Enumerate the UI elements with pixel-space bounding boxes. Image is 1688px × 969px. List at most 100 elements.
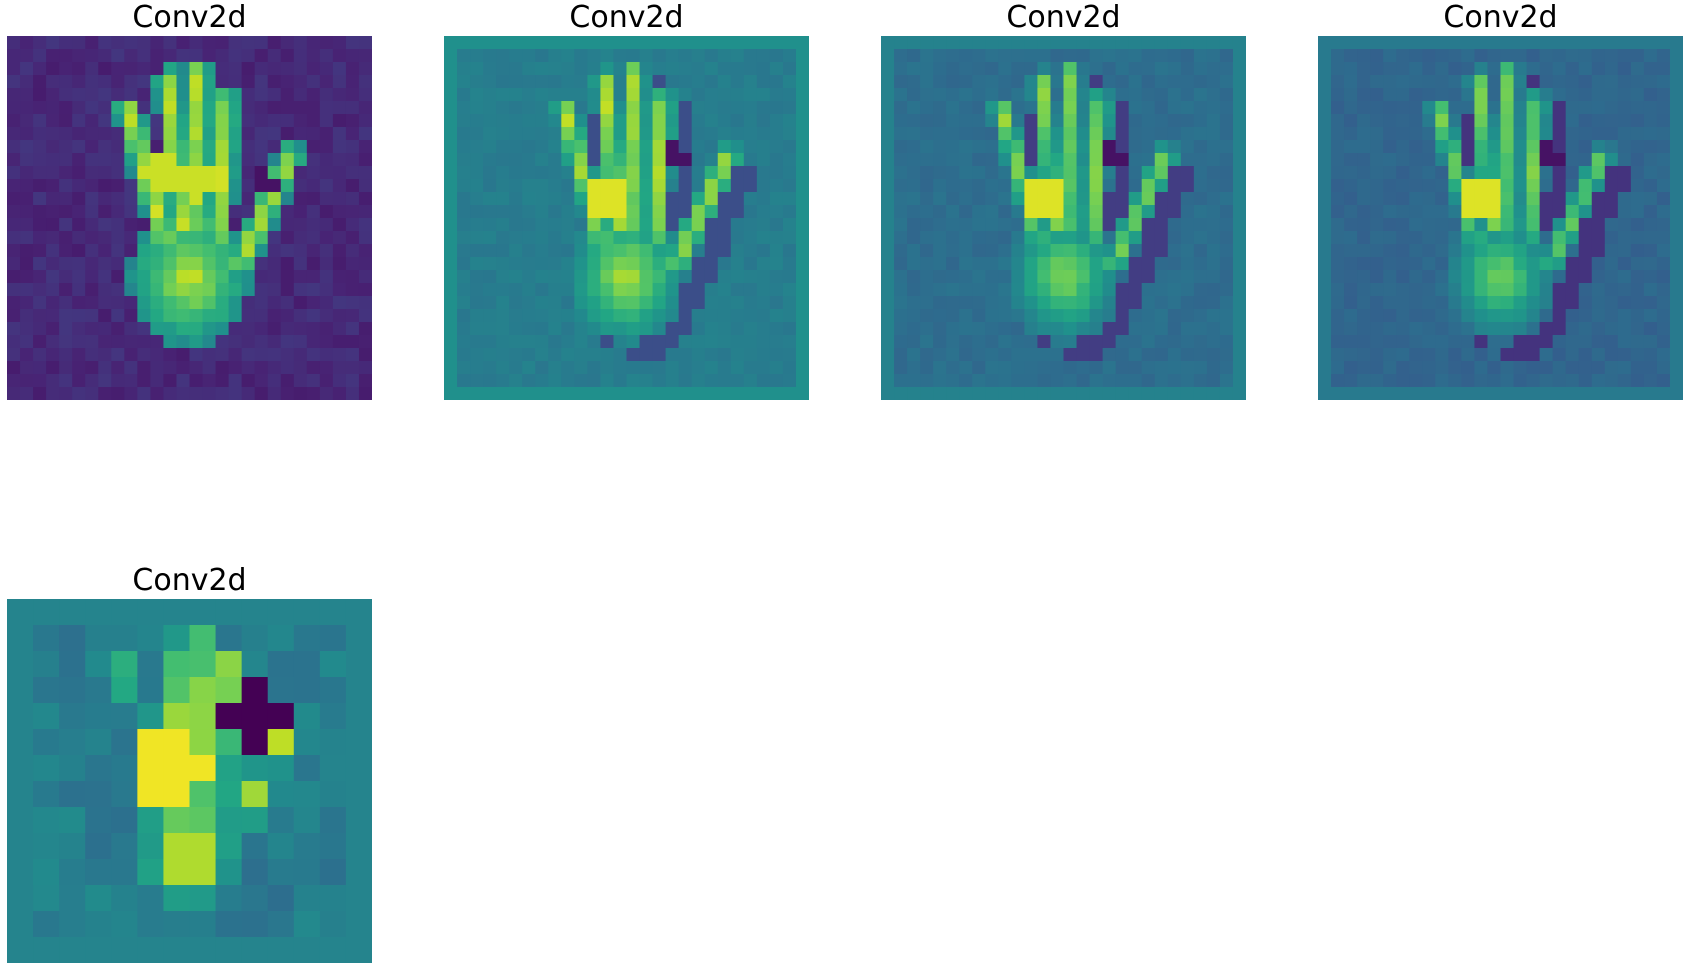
feature-map-pixel: [1578, 374, 1593, 388]
feature-map-pixel: [345, 140, 360, 154]
feature-map-pixel: [535, 166, 549, 180]
feature-map-pixel: [907, 127, 921, 141]
feature-map-pixel: [795, 36, 809, 50]
feature-map-pixel: [46, 179, 60, 193]
feature-map-pixel: [1500, 75, 1515, 89]
feature-map-pixel: [1643, 374, 1658, 388]
feature-map-pixel: [613, 166, 628, 180]
feature-map-pixel: [332, 283, 347, 297]
feature-map-pixel: [959, 335, 973, 349]
feature-map-pixel: [7, 807, 34, 834]
feature-map-pixel: [1370, 361, 1384, 375]
feature-map-pixel: [548, 270, 562, 284]
feature-map-pixel: [1128, 374, 1143, 388]
feature-map-pixel: [306, 374, 321, 388]
feature-map-pixel: [293, 348, 308, 362]
feature-map-pixel: [189, 270, 204, 284]
feature-map-pixel: [1102, 309, 1117, 323]
feature-map-pixel: [1617, 361, 1632, 375]
feature-map-pixel: [678, 296, 693, 310]
feature-map-pixel: [756, 296, 771, 310]
feature-map-pixel: [163, 807, 191, 834]
feature-map-pixel: [1011, 88, 1025, 102]
feature-map-pixel: [769, 205, 784, 219]
feature-map-pixel: [124, 127, 138, 141]
feature-map-pixel: [1500, 49, 1515, 63]
feature-map-pixel: [1461, 205, 1476, 219]
feature-map-pixel: [1448, 374, 1462, 388]
feature-map-pixel: [163, 257, 178, 271]
feature-map-pixel: [1513, 75, 1528, 89]
feature-map-pixel: [1474, 166, 1489, 180]
feature-map-pixel: [1578, 127, 1593, 141]
feature-map-pixel: [1011, 296, 1025, 310]
feature-map-pixel: [933, 114, 947, 128]
feature-map-pixel: [470, 270, 484, 284]
feature-map-pixel: [574, 335, 588, 349]
feature-map-pixel: [332, 257, 347, 271]
feature-map-pixel: [457, 205, 471, 219]
feature-map-pixel: [163, 651, 191, 678]
feature-map-pixel: [228, 218, 243, 232]
feature-map-pixel: [881, 140, 895, 154]
feature-map-pixel: [1617, 192, 1632, 206]
feature-map-pixel: [1487, 127, 1502, 141]
feature-map-pixel: [522, 192, 536, 206]
feature-map-pixel: [33, 885, 60, 912]
feature-map-pixel: [345, 374, 360, 388]
feature-map-pixel: [332, 322, 347, 336]
feature-map-pixel: [509, 166, 523, 180]
feature-map-pixel: [306, 309, 321, 323]
feature-map-pixel: [1461, 62, 1476, 76]
feature-map-pixel: [1128, 270, 1143, 284]
feature-map-pixel: [587, 153, 602, 167]
feature-map-pixel: [345, 755, 372, 782]
feature-map-pixel: [1318, 101, 1332, 115]
feature-map-pixel: [587, 75, 602, 89]
feature-map-pixel: [228, 166, 243, 180]
feature-map-pixel: [1656, 62, 1671, 76]
feature-map-pixel: [1219, 166, 1234, 180]
feature-map-pixel: [756, 348, 771, 362]
feature-map-pixel: [189, 62, 204, 76]
feature-map-pixel: [1370, 153, 1384, 167]
feature-map-pixel: [756, 361, 771, 375]
feature-map-pixel: [985, 361, 999, 375]
feature-map-pixel: [1102, 205, 1117, 219]
feature-map-pixel: [137, 153, 151, 167]
feature-map-pixel: [306, 101, 321, 115]
feature-map-pixel: [20, 335, 34, 349]
feature-map-pixel: [933, 101, 947, 115]
feature-map-pixel: [189, 244, 204, 258]
feature-map-pixel: [59, 911, 86, 938]
feature-map-pixel: [535, 218, 549, 232]
feature-map-pixel: [1076, 192, 1091, 206]
feature-map-pixel: [1050, 49, 1065, 63]
feature-map-pixel: [1487, 309, 1502, 323]
feature-map-pixel: [280, 361, 295, 375]
feature-map-pixel: [509, 101, 523, 115]
feature-map-pixel: [20, 270, 34, 284]
feature-map-pixel: [176, 322, 191, 336]
feature-map-pixel: [1396, 75, 1410, 89]
feature-map-pixel: [267, 296, 282, 310]
feature-map-pixel: [1050, 361, 1065, 375]
feature-map-pixel: [1331, 140, 1345, 154]
feature-map-pixel: [548, 218, 562, 232]
feature-map-pixel: [894, 322, 908, 336]
feature-map-pixel: [743, 36, 758, 50]
feature-map-pixel: [1422, 75, 1436, 89]
feature-map-pixel: [1643, 114, 1658, 128]
feature-map-pixel: [20, 36, 34, 50]
feature-map-pixel: [1500, 192, 1515, 206]
feature-map-pixel: [509, 387, 523, 400]
feature-map-pixel: [496, 88, 510, 102]
feature-map-pixel: [85, 179, 99, 193]
feature-map-pixel: [358, 257, 372, 271]
feature-map-pixel: [1474, 218, 1489, 232]
feature-map-pixel: [163, 166, 178, 180]
feature-map-pixel: [1089, 205, 1104, 219]
feature-map-pixel: [1552, 101, 1567, 115]
feature-map-pixel: [319, 937, 347, 963]
feature-map-pixel: [59, 36, 73, 50]
